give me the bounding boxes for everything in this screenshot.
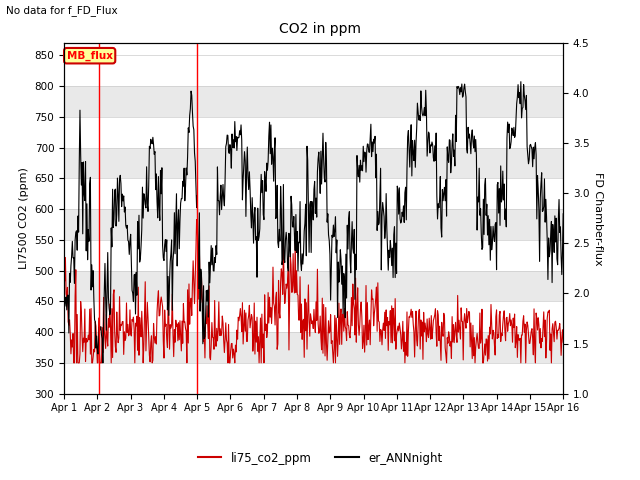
Y-axis label: LI7500 CO2 (ppm): LI7500 CO2 (ppm) [19, 168, 29, 269]
Text: MB_flux: MB_flux [67, 50, 113, 61]
Text: No data for f_FD_Flux: No data for f_FD_Flux [6, 5, 118, 16]
Bar [64, 86, 563, 117]
Y-axis label: FD Chamber-flux: FD Chamber-flux [593, 171, 604, 265]
Bar [64, 148, 563, 179]
Bar [64, 209, 563, 240]
Text: CO2 in ppm: CO2 in ppm [279, 22, 361, 36]
Legend: li75_co2_ppm, er_ANNnight: li75_co2_ppm, er_ANNnight [193, 447, 447, 469]
Bar [64, 332, 563, 363]
Bar [64, 271, 563, 301]
